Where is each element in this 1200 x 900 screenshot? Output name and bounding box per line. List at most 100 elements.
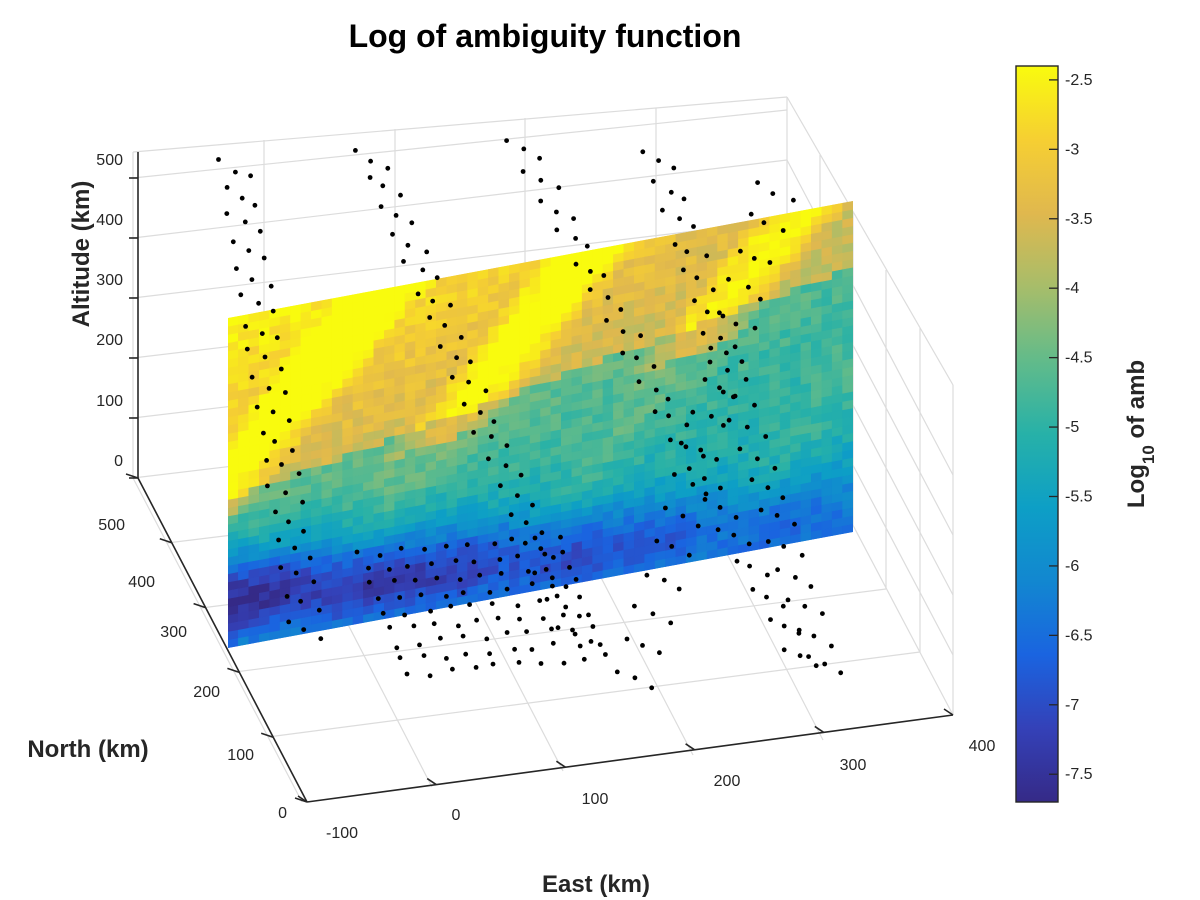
scatter-point [571,216,576,222]
scatter-point [456,623,461,629]
heatmap-cell [842,201,853,212]
scatter-point [838,670,844,676]
heatmap-cell [842,448,853,460]
scatter-point [652,409,658,415]
scatter-point [718,485,723,491]
heatmap-cell [769,214,781,226]
scatter-point [489,434,494,439]
heatmap-cell [592,247,604,259]
scatter-point [680,513,686,519]
scatter-point [698,447,704,453]
scatter-point [486,456,491,462]
scatter-point [770,191,776,197]
scatter-point [461,401,467,407]
heatmap-cell [800,208,812,220]
heatmap-cell [842,424,853,435]
heatmap-cell [842,250,853,262]
scatter-point [726,417,732,423]
heatmap-cell [279,305,291,317]
scatter-point [763,434,769,439]
heatmap-cell [675,231,687,243]
scatter-point [512,646,517,652]
scatter-point [522,540,528,546]
scatter-point [278,565,284,570]
colorbar-gradient [1015,65,1059,803]
scatter-point [478,410,483,415]
scatter-point [597,642,603,647]
scatter-point [286,619,292,625]
scatter-point [714,457,719,462]
scatter-point [284,594,290,599]
heatmap-cell [633,239,646,251]
scatter-point [366,579,372,585]
heatmap-cell [488,266,500,278]
heatmap-cell [352,292,364,304]
scatter-point [515,493,520,498]
scatter-point [695,523,701,529]
colorbar-tick-label: -5 [1065,419,1079,436]
scatter-point [544,596,550,602]
scatter-point [717,310,722,316]
x-axis-label: East (km) [542,871,650,898]
scatter-point [738,248,743,254]
scatter-point [586,612,591,618]
scatter-point [517,616,522,622]
scatter-point [484,636,490,642]
scatter-point [640,643,645,648]
scatter-point [758,507,764,513]
scatter-point [577,594,582,600]
scatter-point [468,359,473,365]
colorbar-tick-label: -2.5 [1065,72,1093,89]
scatter-point [498,483,503,489]
scatter-point [808,584,814,589]
scatter-point [791,197,796,203]
scatter-point [614,669,620,675]
heatmap-cell [727,222,739,234]
heatmap-cell [842,299,853,311]
heatmap-cell [842,258,853,270]
z-tick-label: 400 [96,212,123,229]
heatmap-cell [842,523,853,535]
scatter-point [703,491,709,497]
scatter-point [466,379,471,385]
scatter-point [448,302,453,308]
scatter-point [377,553,383,558]
scatter-point [690,482,696,487]
scatter-point [677,216,682,222]
scatter-point [392,578,397,583]
scatter-point [774,513,780,518]
colorbar-tick-label: -4.5 [1065,350,1093,367]
scatter-point [417,642,422,648]
scatter-point [457,577,463,582]
scatter-point [624,636,630,642]
scatter-point [448,603,454,609]
scatter-point [550,640,556,646]
scatter-point [718,335,723,341]
scatter-point [216,157,221,162]
scatter-point [709,413,714,419]
scatter-point [471,559,477,565]
scatter-point [529,647,535,652]
z-tick-label: 500 [96,152,123,169]
heatmap-cell [529,259,541,271]
scatter-point [663,505,668,511]
scatter-point [651,364,657,369]
scatter-point [650,611,656,617]
heatmap-cell [477,268,489,280]
scatter-point [491,419,497,424]
colorbar-tick-label: -6.5 [1065,627,1093,644]
scatter-point [683,444,689,450]
scatter-point [353,148,358,153]
scatter-point [707,359,713,365]
axis-lines [137,152,954,803]
scatter-point [620,329,626,334]
scatter-point [434,275,440,281]
heatmap-cell [842,374,853,386]
scatter-point [248,173,254,179]
scatter-point [311,579,317,585]
heatmap-cell [842,266,853,278]
scatter-point [691,224,696,229]
scatter-point [530,502,535,508]
scatter-point [270,409,276,415]
